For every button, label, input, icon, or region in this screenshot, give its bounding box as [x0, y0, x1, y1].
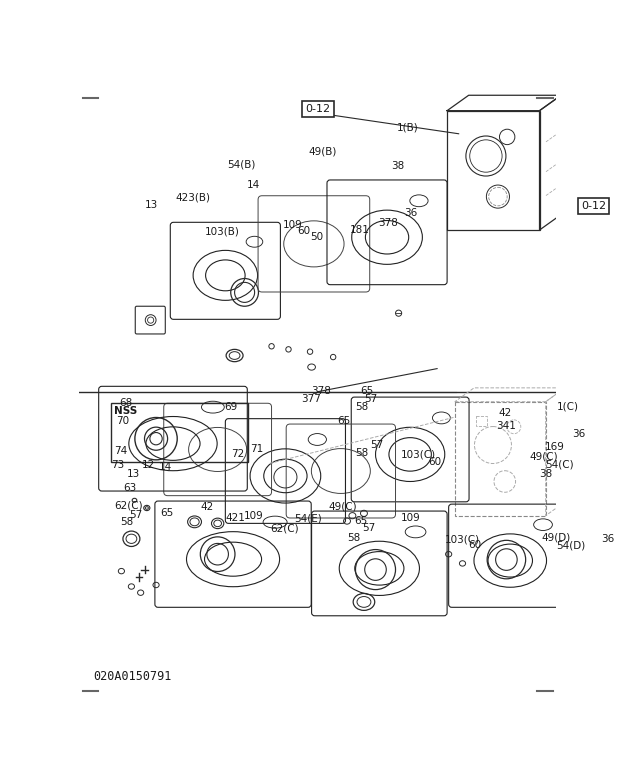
Text: 57: 57 [363, 523, 376, 533]
Text: 0-12: 0-12 [305, 104, 330, 114]
Text: 42: 42 [201, 502, 214, 512]
Text: 1(B): 1(B) [397, 123, 419, 133]
Bar [112, 403, 249, 462]
Text: 341: 341 [497, 421, 516, 431]
Text: 57: 57 [364, 394, 377, 404]
Text: 14: 14 [247, 180, 260, 190]
Text: 71: 71 [250, 444, 264, 454]
Text: 423(B): 423(B) [175, 192, 210, 202]
Text: 169: 169 [545, 442, 565, 451]
Text: 13: 13 [126, 469, 140, 480]
Text: 103(B): 103(B) [205, 226, 239, 236]
Text: 74: 74 [115, 447, 128, 456]
Text: 58: 58 [355, 448, 368, 458]
Text: 72: 72 [231, 449, 245, 459]
Text: 12: 12 [142, 460, 156, 470]
Text: 65: 65 [161, 508, 174, 518]
Text: 63: 63 [124, 483, 137, 493]
Text: 49(C): 49(C) [529, 451, 558, 462]
Text: 36: 36 [572, 429, 585, 439]
Text: 109: 109 [283, 220, 303, 230]
Text: 62(C): 62(C) [270, 523, 299, 533]
Text: 58: 58 [355, 401, 368, 412]
Text: 60: 60 [468, 540, 481, 551]
Text: 1(C): 1(C) [556, 401, 578, 412]
Text: 36: 36 [404, 208, 417, 218]
Text: 378: 378 [312, 387, 332, 396]
Text: 62(C): 62(C) [115, 501, 143, 510]
Text: 109: 109 [244, 511, 264, 521]
Text: 65: 65 [337, 415, 350, 426]
Text: 54(B): 54(B) [227, 160, 255, 170]
Text: 50: 50 [310, 232, 323, 242]
Text: 73: 73 [112, 460, 125, 470]
Text: 0-12: 0-12 [581, 201, 606, 211]
Text: 13: 13 [144, 200, 157, 210]
Text: 54(E): 54(E) [294, 513, 322, 523]
Text: 65: 65 [360, 387, 373, 396]
Text: 57: 57 [370, 440, 383, 450]
Bar [447, 111, 539, 230]
Text: 58: 58 [121, 517, 134, 527]
Text: 69: 69 [224, 401, 237, 412]
Text: 38: 38 [391, 162, 404, 172]
Text: NSS: NSS [115, 406, 138, 416]
Text: 36: 36 [601, 534, 614, 544]
Text: 60: 60 [428, 457, 442, 467]
Text: 60: 60 [297, 226, 310, 236]
Text: 109: 109 [401, 513, 420, 523]
Text: 421: 421 [225, 513, 246, 523]
Text: 54(C): 54(C) [545, 459, 574, 469]
Text: 49(D): 49(D) [541, 533, 570, 543]
Text: 57: 57 [129, 509, 143, 519]
Text: 14: 14 [159, 462, 172, 472]
Bar [476, 415, 487, 426]
Text: 42: 42 [498, 408, 512, 418]
Text: 54(D): 54(D) [556, 540, 586, 551]
Text: 68: 68 [119, 398, 132, 408]
Text: 38: 38 [539, 469, 553, 480]
Text: 020A0150791: 020A0150791 [93, 669, 171, 683]
Text: 103(C): 103(C) [445, 534, 480, 544]
Bar [455, 401, 546, 515]
Text: 65: 65 [355, 515, 368, 526]
Text: 378: 378 [378, 219, 397, 229]
Text: 181: 181 [350, 225, 370, 234]
Text: 103(C): 103(C) [401, 449, 436, 459]
Text: 70: 70 [116, 415, 129, 426]
Text: 49(C): 49(C) [329, 502, 357, 512]
Text: 58: 58 [347, 533, 360, 543]
Text: 377: 377 [301, 394, 321, 404]
Text: 49(B): 49(B) [309, 146, 337, 156]
